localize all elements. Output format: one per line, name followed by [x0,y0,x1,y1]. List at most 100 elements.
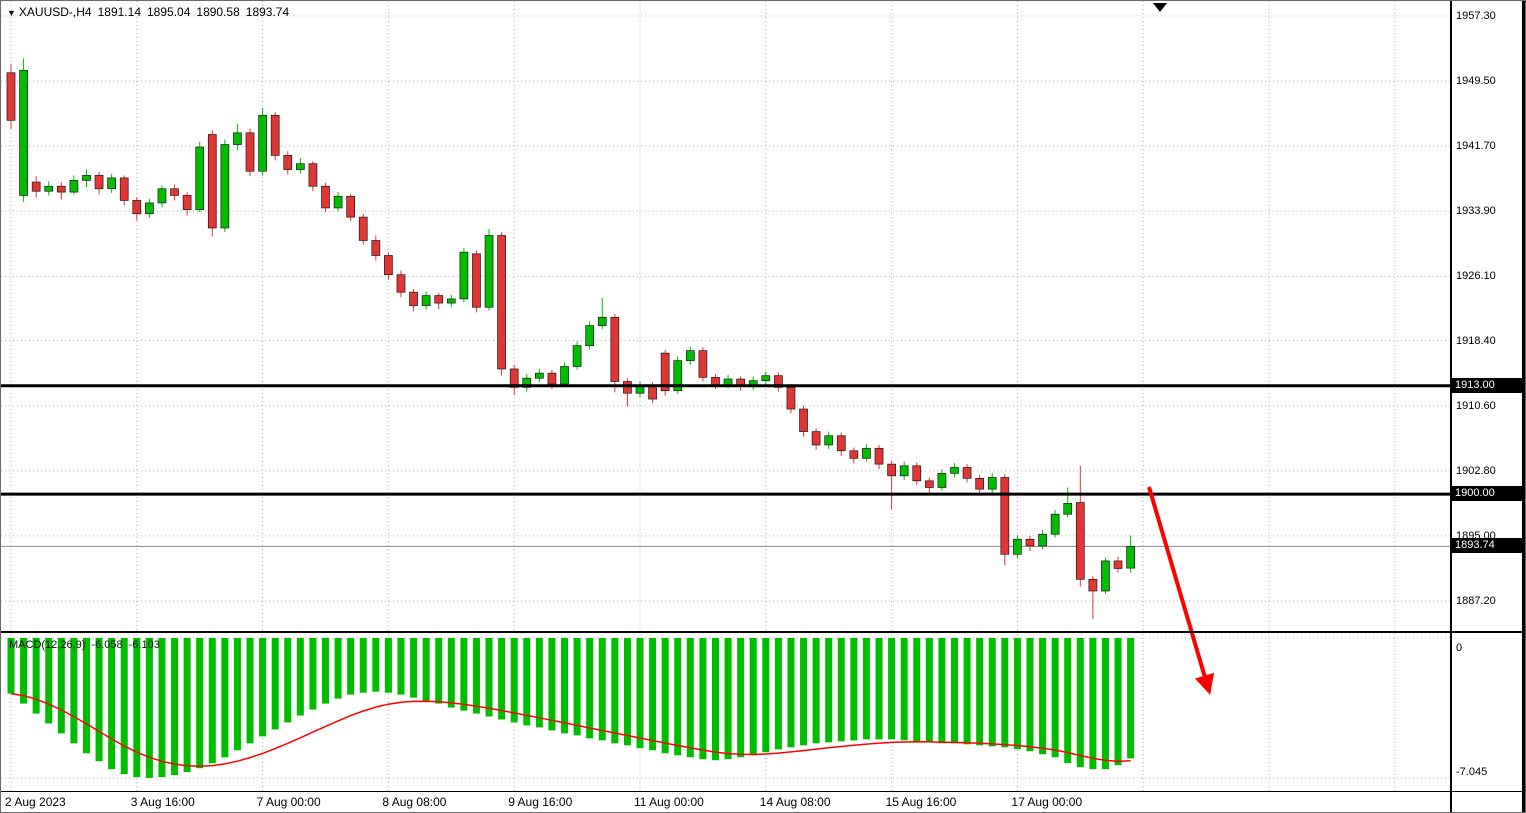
macd-histogram-bar [900,638,908,741]
candle-body [824,435,834,446]
price-tick-label: 1902.80 [1456,464,1496,477]
macd-value-signal: -6.103 [128,639,160,651]
candle-body [132,200,142,215]
price-tick-label: 1941.70 [1456,140,1496,153]
macd-histogram-bar [598,638,606,741]
macd-histogram-bar [233,638,241,751]
macd-histogram-bar [1026,638,1034,752]
macd-histogram-bar [70,638,78,744]
macd-histogram-bar [1114,638,1122,766]
candle-body [371,240,381,256]
candle-body [170,188,179,196]
candle-body [220,144,230,229]
macd-histogram-bar [988,638,996,747]
candle-body [912,465,922,482]
macd-histogram-bar [472,638,480,714]
macd-histogram-bar [1127,638,1135,759]
candle-body [1050,513,1060,535]
macd-histogram-bar [800,638,808,746]
candle-body [711,376,720,386]
candle-body [107,177,116,190]
candle-body [987,477,997,490]
candle-body [660,352,670,392]
candle-body [233,132,242,145]
time-label: 8 Aug 08:00 [382,795,447,809]
macd-histogram-bar [296,638,304,716]
candle-body [1101,560,1110,592]
candle-body [560,366,569,385]
macd-indicator-canvas[interactable] [1,632,1450,791]
macd-histogram-bar [1064,638,1072,764]
macd-histogram-bar [661,638,669,754]
candle-body [685,350,695,362]
macd-histogram-bar [133,638,141,778]
macd-histogram-bar [875,638,883,740]
candle-body [157,188,167,204]
macd-histogram-bar [410,638,418,698]
macd-histogram-bar [535,638,543,728]
macd-histogram-bar [334,638,342,699]
macd-histogram-bar [359,638,367,693]
macd-histogram-bar [825,638,833,743]
candle-body [484,235,494,308]
price-chart-canvas[interactable] [1,1,1450,632]
candle-body [1126,546,1135,569]
macd-histogram-bar [1076,638,1084,768]
candle-body [283,155,293,170]
macd-histogram-bar [284,638,292,723]
macd-histogram-bar [636,638,644,749]
macd-histogram-bar [1101,638,1109,770]
time-label: 2 Aug 2023 [5,795,66,809]
candle-body [673,360,683,392]
candle-body [497,235,506,370]
time-label: 14 Aug 08:00 [759,795,831,809]
candle-body [899,465,909,477]
macd-histogram-bar [913,638,921,742]
candle-body [950,467,959,474]
macd-histogram-bar [925,638,933,743]
macd-histogram-bar [623,638,631,746]
macd-histogram-bar [322,638,329,704]
candle-body [31,181,41,192]
candle-body [811,431,821,446]
macd-histogram-bar [963,638,971,745]
macd-histogram-bar [57,638,65,734]
macd-histogram-bar [862,638,870,740]
macd-signal-line [10,692,1131,767]
macd-histogram-bar [95,638,103,762]
macd-histogram-bar [196,638,204,769]
candle-body [723,378,733,386]
macd-histogram-bar [523,638,531,726]
candle-body [535,372,544,379]
candle-body [761,375,771,382]
macd-histogram-bar [208,638,216,764]
candle-body [799,408,808,432]
macd-histogram-bar [850,638,858,741]
macd-histogram-bar [422,638,430,701]
macd-histogram-bar [686,638,694,758]
macd-tick-label: 0 [1456,642,1463,654]
time-label: 3 Aug 16:00 [130,795,195,809]
candle-body [145,202,154,215]
macd-value-main: -6.058 [91,639,123,651]
candle-body [887,463,896,477]
chart-shift-marker-icon[interactable] [1153,3,1167,12]
time-label: 11 Aug 00:00 [634,795,704,809]
price-tick-label: 1949.50 [1456,75,1496,88]
symbol-period-label: XAUUSD-,H4 [18,5,92,19]
time-axis-divider [1,791,1525,792]
pane-divider[interactable] [1,631,1525,633]
candle-body [94,175,104,190]
candle-body [56,185,66,193]
candle-body [648,385,657,400]
current-price-badge: 1893.74 [1450,538,1525,554]
candle-body [836,435,846,452]
macd-histogram-bar [435,638,443,704]
window-right-edge [1522,1,1525,812]
candle-body [1025,538,1035,547]
price-tick-label: 1926.10 [1456,270,1496,283]
candle-body [1000,477,1010,555]
candle-body [44,185,54,192]
candle-body [547,372,557,385]
